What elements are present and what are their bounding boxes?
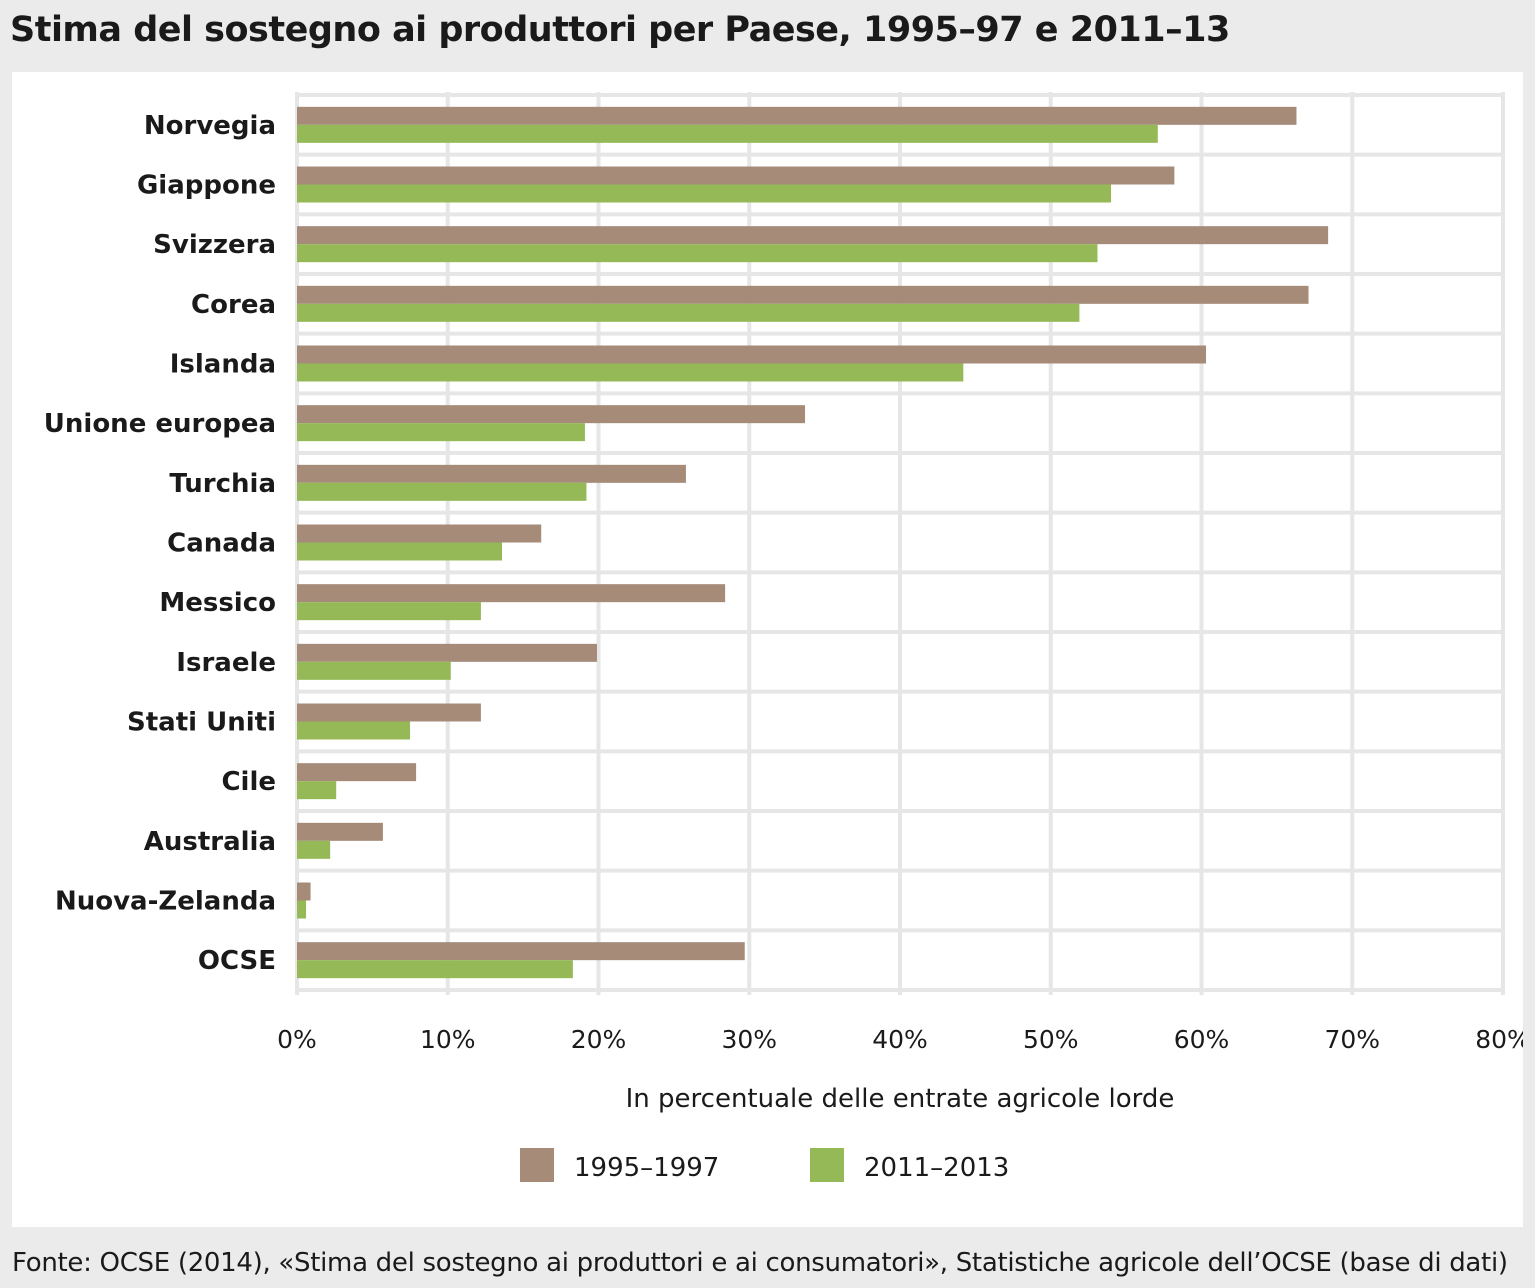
x-tick-label: 30% <box>721 1025 777 1054</box>
legend-swatch-2011-2013 <box>810 1148 844 1182</box>
bar-1995-1997 <box>297 226 1329 245</box>
category-label: Stati Uniti <box>127 708 276 738</box>
x-tick-label: 80% <box>1475 1025 1523 1054</box>
chart-panel: Norvegia Giappone Svizzera Corea Islanda Unio… <box>12 72 1523 1227</box>
category-label: Norvegia <box>144 111 276 141</box>
bar-1995-1997 <box>297 822 383 841</box>
x-tick-label: 0% <box>277 1025 317 1054</box>
bar-2011-2013 <box>297 661 451 680</box>
category-label: OCSE <box>198 946 276 976</box>
bar-2011-2013 <box>297 184 1112 203</box>
bar-2011-2013 <box>297 721 411 740</box>
bar-1995-1997 <box>297 882 311 901</box>
bar-1995-1997 <box>297 285 1309 304</box>
bar-2011-2013 <box>297 840 331 859</box>
x-tick-label: 70% <box>1324 1025 1380 1054</box>
bar-2011-2013 <box>297 781 337 800</box>
category-label: Unione europea <box>44 409 276 439</box>
category-label: Cile <box>221 767 276 797</box>
x-tick-label: 50% <box>1023 1025 1079 1054</box>
chart-title: Stima del sostegno ai produttori per Pae… <box>10 10 1230 50</box>
bar-1995-1997 <box>297 464 686 483</box>
x-tick-label: 40% <box>872 1025 928 1054</box>
source-note: Fonte: OCSE (2014), «Stima del sostegno … <box>12 1248 1508 1278</box>
category-label: Corea <box>191 290 276 320</box>
bar-2011-2013 <box>297 303 1080 322</box>
x-axis-title: In percentuale delle entrate agricole lo… <box>626 1084 1175 1114</box>
bar-1995-1997 <box>297 524 542 543</box>
category-label: Messico <box>159 588 276 618</box>
bar-1995-1997 <box>297 703 481 722</box>
category-label: Svizzera <box>153 230 276 260</box>
bar-1995-1997 <box>297 763 417 782</box>
x-tick-label: 60% <box>1174 1025 1230 1054</box>
bar-1995-1997 <box>297 942 745 961</box>
category-label: Nuova-Zelanda <box>55 887 276 917</box>
bar-2011-2013 <box>297 423 585 442</box>
category-label: Giappone <box>137 171 276 201</box>
bar-2011-2013 <box>297 363 964 382</box>
category-label: Australia <box>144 827 276 857</box>
bar-2011-2013 <box>297 124 1158 143</box>
category-label: Israele <box>176 648 276 678</box>
bar-2011-2013 <box>297 602 481 621</box>
bar-1995-1997 <box>297 345 1207 364</box>
legend-label: 2011–2013 <box>864 1153 1009 1183</box>
bar-2011-2013 <box>297 960 573 979</box>
bar-2011-2013 <box>297 244 1098 263</box>
bar-1995-1997 <box>297 166 1175 185</box>
category-label: Islanda <box>170 350 276 380</box>
x-tick-label: 20% <box>571 1025 627 1054</box>
category-label: Turchia <box>169 469 276 499</box>
bar-chart: Norvegia Giappone Svizzera Corea Islanda Unio… <box>44 92 1523 1183</box>
bar-2011-2013 <box>297 900 307 919</box>
bar-1995-1997 <box>297 106 1297 125</box>
legend-swatch-1995-1997 <box>520 1148 554 1182</box>
x-tick-label: 10% <box>420 1025 476 1054</box>
category-label: Canada <box>167 529 276 559</box>
bar-1995-1997 <box>297 643 597 662</box>
bar-2011-2013 <box>297 542 503 561</box>
bar-1995-1997 <box>297 584 726 603</box>
bar-2011-2013 <box>297 482 587 501</box>
bar-1995-1997 <box>297 405 806 424</box>
legend-label: 1995–1997 <box>574 1153 719 1183</box>
